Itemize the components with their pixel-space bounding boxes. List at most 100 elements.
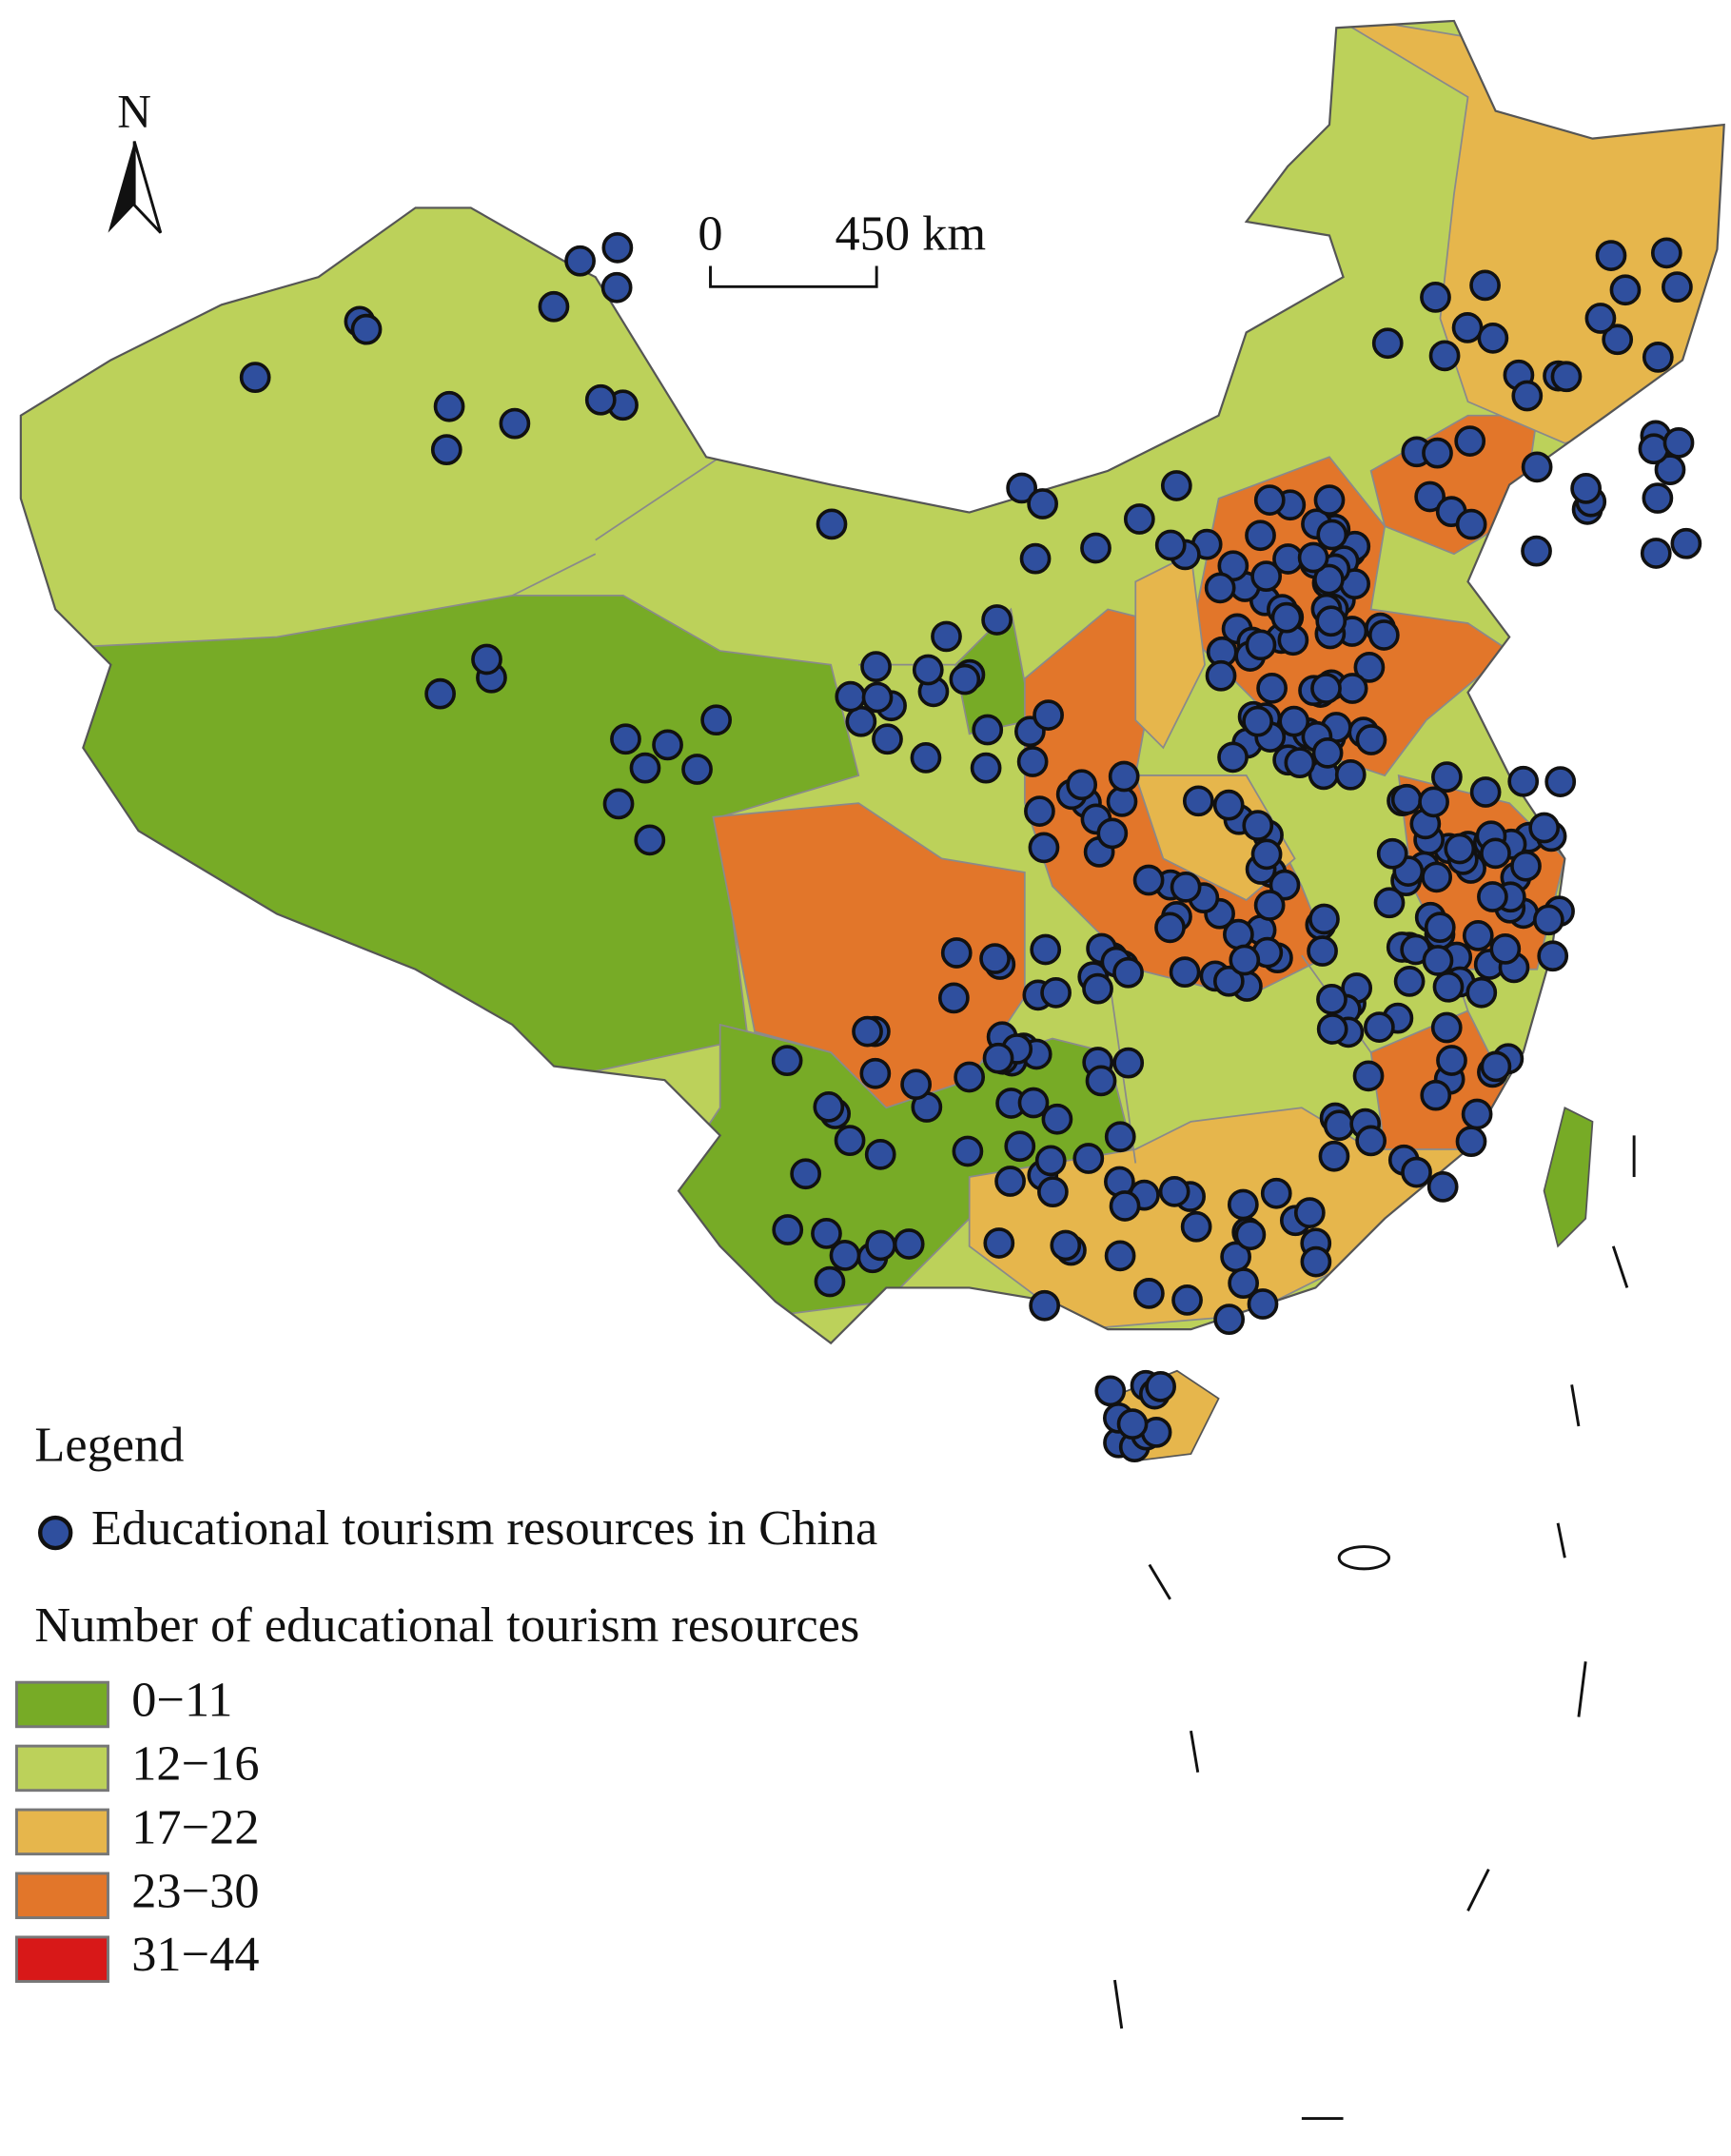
resource-point [1108,760,1140,793]
resource-point [1006,472,1038,504]
resource-point [1040,976,1072,1009]
legend: Legend Educational tourism resources in … [15,1418,877,1983]
resource-point [1293,1197,1326,1228]
resource-point [834,1125,866,1157]
resource-point [1234,1219,1267,1251]
resource-point [1104,1240,1136,1272]
resource-point [1123,503,1155,535]
resource-point [1334,758,1367,791]
resource-point [1401,1156,1432,1188]
scale-bar: 0 450 km [698,206,986,288]
resource-point [1390,783,1423,815]
resource-point [1016,746,1049,777]
resource-point [1521,451,1553,483]
resource-point [1250,560,1283,593]
resource-point [1112,956,1144,989]
resource-point [1584,303,1617,334]
resource-point [771,1045,803,1077]
legend-class-label: 0−11 [131,1672,232,1727]
legend-swatch [15,1744,109,1793]
resource-point [1284,747,1316,779]
resource-point [1426,1171,1459,1203]
resource-point [1355,724,1387,755]
resource-point [1477,881,1508,912]
legend-class-label: 12−16 [131,1735,259,1791]
resource-point [1662,271,1693,304]
legend-swatch [15,1808,109,1856]
resource-point [1313,563,1345,596]
resource-point [981,604,1013,636]
resource-point [1480,837,1511,870]
resource-point [940,937,973,969]
resource-point [1116,1408,1149,1441]
taiwan [1543,1107,1594,1248]
resource-point [602,788,635,820]
north-arrow: N [108,86,163,234]
resource-point [1642,482,1674,514]
resource-point [1227,1188,1259,1221]
resource-point [1532,904,1564,936]
resource-point [1028,832,1060,864]
resource-point [1469,776,1502,808]
resource-point [859,1057,892,1089]
resource-point [1424,911,1456,944]
resource-point [1455,1126,1487,1158]
resource-point [1315,605,1347,637]
resource-point [952,1135,984,1167]
resource-point [1256,672,1288,704]
resource-point [772,1214,804,1245]
resource-point [1455,508,1487,540]
resource-point [1507,765,1540,797]
legend-point-label: Educational tourism resources in China [91,1500,877,1556]
resource-point [983,1227,1015,1259]
resource-point [1528,812,1561,844]
resource-point [1145,1370,1176,1402]
north-label: N [117,86,151,138]
resource-point [910,742,942,774]
resource-point [1432,970,1465,1003]
resource-point [1364,1011,1395,1043]
resource-point [1112,1047,1145,1079]
resource-point [1269,869,1301,901]
resource-points [239,231,1702,1463]
resource-point [424,677,456,710]
legend-swatch [15,1935,109,1983]
resource-point [700,704,733,736]
resource-point [982,1042,1014,1074]
resource-point [954,1061,986,1093]
resource-point [1640,538,1672,569]
resource-point [1654,454,1686,485]
resource-point [1082,972,1113,1005]
resource-point [931,620,962,653]
resource-point [1352,1060,1385,1092]
resource-point [1037,1176,1069,1207]
resource-point [1242,705,1273,737]
resource-point [1004,1130,1036,1163]
resource-point [652,729,683,761]
resource-point [1213,1303,1246,1336]
resource-point [1245,629,1277,661]
resource-point [1521,535,1552,567]
legend-swatch [15,1680,109,1729]
resource-point [1436,1045,1467,1076]
resource-point [813,1091,845,1123]
resource-point [1307,935,1338,967]
resource-point [1242,810,1274,841]
legend-classes-title: Number of educational tourism resources [34,1597,859,1653]
resource-point [1158,1175,1190,1207]
resource-point [1154,911,1186,944]
resource-point [1373,887,1406,919]
resource-point [1662,426,1695,459]
resource-point [1444,833,1476,865]
resource-point [1393,966,1426,997]
legend-title: Legend [34,1418,184,1473]
resource-point [1169,956,1201,989]
resource-point [1316,519,1348,551]
resource-point [949,663,981,696]
resource-point [1085,1065,1117,1097]
resource-point [1420,282,1451,313]
resource-point [1104,1121,1136,1153]
resource-point [1489,933,1522,965]
resource-point [1311,736,1344,769]
resource-point [433,390,465,422]
